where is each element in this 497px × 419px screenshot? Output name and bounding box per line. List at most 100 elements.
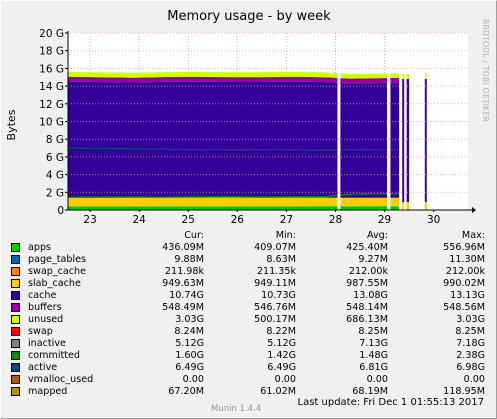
data-spike-2 (424, 73, 427, 210)
legend-swatch-page_tables (11, 254, 20, 264)
legend-max-buffers: 548.56M (443, 302, 485, 313)
legend-header-row: Cur: Min: Avg: Max: (11, 229, 485, 242)
legend-min-mapped: 61.02M (260, 386, 296, 397)
legend-swatch-cell (11, 362, 28, 374)
area-apps (68, 206, 400, 210)
y-tick-label-2: 4 G (46, 170, 64, 182)
legend-avg-committed: 1.48G (359, 350, 388, 361)
legend-min-inactive: 5.12G (267, 338, 296, 349)
legend-max-cache: 13.13G (450, 290, 485, 301)
y-tick-label-9: 18 G (39, 46, 64, 58)
legend-name-inactive: inactive (28, 338, 66, 349)
y-tick-label-3: 6 G (46, 152, 64, 164)
column-header-cur: Cur: (184, 230, 204, 241)
rrdtool-watermark: RRDTOOL / TOBI OETIKER (481, 19, 490, 122)
legend-swatch-cell (11, 350, 28, 362)
legend-max-mapped: 118.95M (443, 386, 485, 397)
legend-cur-unused: 3.03G (175, 314, 204, 325)
legend-max-swap: 8.25M (455, 326, 485, 337)
legend-name-buffers: buffers (28, 302, 62, 313)
legend-row-buffers: buffers 548.49M 546.76M 548.14M 548.56M (11, 302, 485, 314)
legend-row-page_tables: page_tables 9.88M 8.63M 9.27M 11.30M (11, 254, 485, 266)
y-tick-label-7: 14 G (39, 81, 64, 93)
legend-name-committed: committed (28, 350, 81, 361)
legend-cur-cache: 10.74G (169, 290, 204, 301)
legend-name-vmalloc_used: vmalloc_used (28, 374, 94, 385)
legend-swatch-cell (11, 266, 28, 278)
legend-min-slab_cache: 949.11M (254, 278, 296, 289)
legend-row-swap_cache: swap_cache 211.98k 211.35k 212.00k 212.00k (11, 266, 485, 278)
legend-min-apps: 409.07M (254, 242, 296, 253)
legend-name-cache: cache (28, 290, 57, 301)
legend-row-mapped: mapped 67.20M 61.02M 68.19M 118.95M (11, 386, 485, 398)
legend-avg-buffers: 548.14M (346, 302, 388, 313)
legend-min-cache: 10.73G (261, 290, 296, 301)
legend-name-swap: swap (28, 326, 53, 337)
y-tick-label-5: 10 G (39, 117, 64, 129)
legend-avg-cache: 13.08G (353, 290, 388, 301)
legend-cur-inactive: 5.12G (175, 338, 204, 349)
legend-table: Cur: Min: Avg: Max: apps 436.09M 409.07M 42… (11, 229, 485, 398)
y-axis-label: Bytes (5, 109, 18, 140)
x-tick-label-24: 24 (132, 214, 146, 226)
legend-cur-buffers: 548.49M (162, 302, 204, 313)
legend-swatch-unused (11, 314, 20, 324)
column-header-min: Min: (275, 230, 296, 241)
x-tick-label-30: 30 (427, 214, 440, 226)
legend-min-vmalloc_used: 0.00 (274, 374, 296, 385)
legend-avg-inactive: 7.13G (359, 338, 388, 349)
chart-title: Memory usage - by week (167, 9, 331, 24)
area-slab_cache (68, 197, 400, 207)
legend-avg-page_tables: 9.27M (358, 254, 388, 265)
area-buffers (68, 76, 400, 84)
legend-max-page_tables: 11.30M (449, 254, 485, 265)
legend-avg-vmalloc_used: 0.00 (366, 374, 388, 385)
x-tick-label-29: 29 (378, 214, 391, 226)
legend-cur-committed: 1.60G (175, 350, 204, 361)
y-tick-label-0: 0 (57, 205, 64, 217)
x-tick-label-27: 27 (280, 214, 293, 226)
legend-swatch-cell (11, 386, 28, 398)
legend-name-swap_cache: swap_cache (28, 266, 87, 277)
legend-swatch-cell (11, 242, 28, 254)
legend-min-committed: 1.42G (267, 350, 296, 361)
legend-swatch-cell (11, 374, 28, 386)
legend-swatch-buffers (11, 302, 20, 312)
legend-name-mapped: mapped (28, 386, 68, 397)
y-tick-label-6: 12 G (39, 99, 64, 111)
legend-max-vmalloc_used: 0.00 (463, 374, 485, 385)
area-unused (68, 71, 400, 79)
legend-max-inactive: 7.18G (456, 338, 485, 349)
legend-max-unused: 3.03G (456, 314, 485, 325)
y-tick-label-10: 20 G (39, 28, 64, 40)
legend-swatch-cell (11, 302, 28, 314)
no-data-gap-1 (387, 33, 391, 210)
legend-cur-swap: 8.24M (174, 326, 204, 337)
no-data-gap-3 (414, 33, 422, 210)
legend-name-apps: apps (28, 242, 52, 253)
legend-swatch-inactive (11, 338, 20, 348)
legend-swatch-cell (11, 278, 28, 290)
legend-swatch-cell (11, 290, 28, 302)
legend-name-unused: unused (28, 314, 64, 325)
legend-avg-apps: 425.40M (346, 242, 388, 253)
y-tick-label-4: 8 G (46, 134, 64, 146)
legend-swatch-apps (11, 242, 20, 252)
legend-name-slab_cache: slab_cache (28, 278, 81, 289)
legend-cur-page_tables: 9.88M (174, 254, 204, 265)
legend-swatch-cell (11, 254, 28, 266)
last-update: Last update: Fri Dec 1 01:55:13 2017 (297, 397, 485, 408)
y-tick-label-8: 16 G (39, 63, 64, 75)
legend-row-committed: committed 1.60G 1.42G 1.48G 2.38G (11, 350, 485, 362)
legend-swatch-committed (11, 350, 20, 360)
legend-min-swap_cache: 211.35k (256, 266, 296, 277)
y-tick-label-1: 2 G (46, 187, 64, 199)
legend-swatch-slab_cache (11, 278, 20, 288)
legend-min-unused: 500.17M (254, 314, 296, 325)
legend-swatch-active (11, 362, 20, 372)
column-header-avg: Avg: (366, 230, 388, 241)
legend-avg-swap: 8.25M (358, 326, 388, 337)
legend-swatch-mapped (11, 386, 20, 396)
legend-row-unused: unused 3.03G 500.17M 686.13M 3.03G (11, 314, 485, 326)
